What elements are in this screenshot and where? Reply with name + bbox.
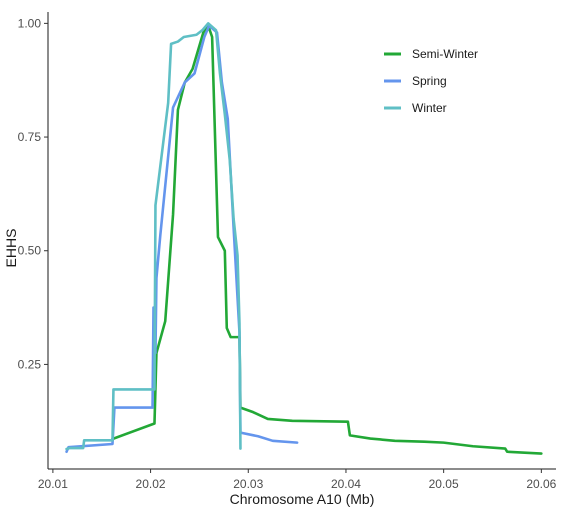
y-ticks: 0.25 0.50 0.75 1.00 [18,16,48,371]
x-axis: 20.01 20.02 20.03 20.04 20.05 20.06 Chromosom… [38,468,557,507]
series-line-winter [65,22,242,451]
series-layer [65,22,543,455]
series-line-semi-winter [111,24,543,455]
y-tick-label: 0.50 [18,244,42,258]
legend: Semi-Winter Spring Winter [384,47,478,115]
x-ticks: 20.01 20.02 20.03 20.04 20.05 20.06 [38,469,557,491]
x-axis-title: Chromosome A10 (Mb) [230,491,375,507]
x-tick-label: 20.02 [136,477,166,491]
y-axis-title: EHHS [3,229,19,268]
x-tick-label: 20.03 [233,477,263,491]
y-axis: 0.25 0.50 0.75 1.00 EHHS [3,12,49,469]
legend-label-semi-winter: Semi-Winter [412,47,478,61]
x-tick-label: 20.04 [331,477,361,491]
legend-label-winter: Winter [412,101,447,115]
legend-label-spring: Spring [412,74,447,88]
y-tick-label: 0.75 [18,130,42,144]
y-tick-label: 1.00 [18,16,42,30]
y-tick-label: 0.25 [18,357,42,371]
x-tick-label: 20.06 [526,477,556,491]
x-tick-label: 20.05 [429,477,459,491]
x-tick-label: 20.01 [38,477,68,491]
